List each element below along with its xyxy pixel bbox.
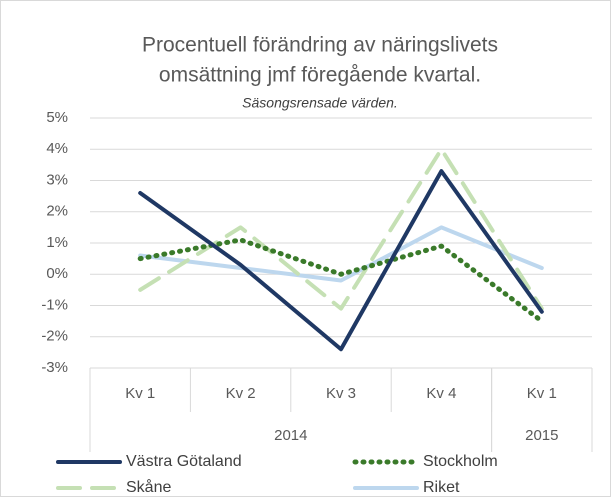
legend-label: Stockholm	[423, 453, 498, 470]
group-label: 2014	[274, 427, 307, 444]
x-tick-label: Kv 2	[226, 385, 256, 402]
x-tick-label: Kv 3	[326, 385, 356, 402]
x-tick-label: Kv 4	[426, 385, 456, 402]
chart-title: Procentuell förändring av näringslivets	[142, 34, 498, 57]
series-line	[138, 147, 544, 311]
y-tick-label: 5%	[46, 109, 68, 126]
y-tick-label: -3%	[41, 359, 68, 376]
y-tick-label: 2%	[46, 203, 68, 220]
legend-label: Västra Götaland	[126, 453, 242, 470]
legend-label: Riket	[423, 479, 460, 496]
series-line	[137, 237, 545, 324]
x-tick-label: Kv 1	[125, 385, 155, 402]
y-tick-label: 3%	[46, 171, 68, 188]
series-line	[138, 169, 544, 352]
y-tick-label: -2%	[41, 328, 68, 345]
group-label: 2015	[525, 427, 558, 444]
series-line	[138, 225, 544, 283]
y-tick-label: -1%	[41, 296, 68, 313]
chart-subtitle: Säsongsrensade värden.	[242, 95, 398, 111]
legend-label: Skåne	[126, 478, 171, 496]
y-tick-label: 0%	[46, 265, 68, 282]
y-tick-label: 1%	[46, 234, 68, 251]
chart-title: omsättning jmf föregående kvartal.	[159, 64, 481, 87]
y-tick-label: 4%	[46, 140, 68, 157]
x-tick-label: Kv 1	[527, 385, 557, 402]
